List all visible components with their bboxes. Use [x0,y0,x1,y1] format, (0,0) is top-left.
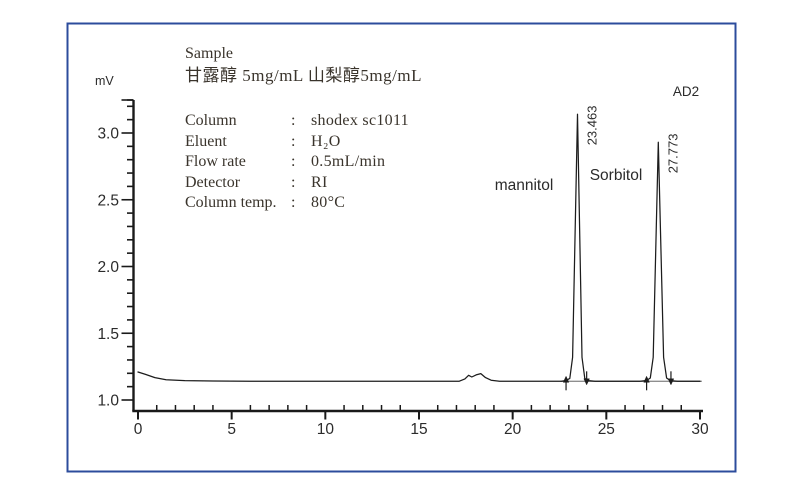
x-ticks [137,405,701,420]
y-ticks [121,99,134,401]
arrow-head [643,375,650,383]
y-tick-label: 2.5 [97,192,119,209]
x-tick-labels: 0 5 10 15 20 25 30 [134,421,709,438]
x-tick-label: 15 [410,421,427,438]
frame-border [66,22,737,473]
x-tick-label: 30 [691,421,709,438]
y-tick-label: 2.0 [97,259,119,276]
x-tick-label: 20 [504,421,522,438]
peak-start-arrow [562,375,570,391]
param-value: RI [311,173,328,191]
x-tick-label: 10 [317,421,335,438]
param-value: 0.5mL/min [311,153,386,170]
signal-curve [137,113,701,382]
param-row-column: Column: shodex sc1011 [185,111,422,132]
param-colon: : [291,132,296,150]
x-tick-label: 5 [227,421,236,438]
compound-name-label: mannitol [495,177,554,194]
peak-end-arrow [583,371,590,386]
peak-start-arrow [643,375,650,391]
y-tick-label: 1.5 [97,326,119,343]
param-label: Flow rate [185,153,246,170]
param-colon: : [291,112,296,129]
param-label: Column temp. [185,194,277,211]
sample-value: 甘露醇 5mg/mL 山梨醇5mg/mL [185,66,422,85]
y-axis-unit-label: mV [95,74,114,88]
param-value: H₂O [311,132,341,150]
param-row-detector: Detector: RI [185,173,422,194]
param-row-column-temp: Column temp.:80°C [185,193,422,214]
plot-area: 1.0 1.5 2.0 2.5 3.0 0 5 10 15 20 25 30 23.463 mannito… [97,99,709,438]
param-colon: : [291,173,296,191]
param-row-eluent: Eluent: H₂O [185,132,422,153]
retention-time-label: 27.773 [665,134,680,174]
y-tick-labels: 1.0 1.5 2.0 2.5 3.0 [97,126,119,410]
arrow-head [562,375,570,383]
param-row-flow-rate: Flow rate:0.5mL/min [185,152,422,173]
param-value: shodex sc1011 [311,112,409,129]
param-colon: : [291,153,296,170]
retention-time-label: 23.463 [585,106,600,146]
param-label: Detector [185,173,241,191]
x-tick-label: 25 [598,421,615,438]
param-colon: : [291,194,296,211]
peak-end-arrow [667,371,675,386]
sample-label: Sample [185,45,233,62]
param-label: Eluent [185,132,227,150]
x-tick-label: 0 [134,421,143,438]
param-value: 80°C [311,194,346,211]
method-parameters: Column: shodex sc1011 Eluent: H₂O Flow rat… [185,111,422,214]
arrow-head [667,378,675,386]
info-block: Sample 甘露醇 5mg/mL 山梨醇5mg/mL Column: shode… [185,44,422,214]
y-tick-label: 3.0 [97,126,119,143]
arrow-head [583,378,590,386]
compound-name-label: Sorbitol [590,167,643,184]
param-label: Column [185,112,237,129]
y-tick-label: 1.0 [97,393,119,410]
channel-label: AD2 [673,84,699,99]
